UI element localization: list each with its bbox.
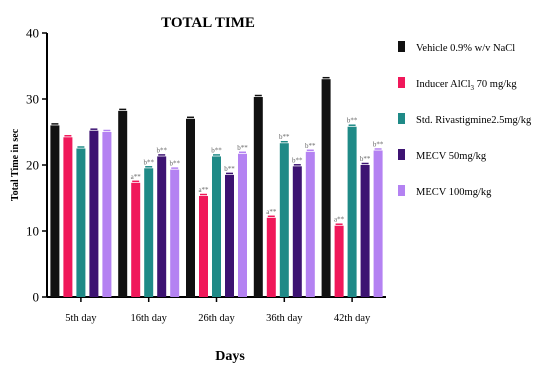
x-tick-label: 16th day <box>130 313 167 324</box>
bar <box>253 97 263 298</box>
y-tick-label: 10 <box>26 224 39 239</box>
significance-label: b** <box>292 156 303 164</box>
x-tick-label: 42th day <box>334 313 371 324</box>
significance-label: b** <box>305 142 316 150</box>
legend-swatch <box>398 41 405 52</box>
significance-label: b** <box>237 144 248 152</box>
legend-swatch <box>398 113 405 124</box>
bar <box>50 125 60 298</box>
bar <box>360 165 370 297</box>
significance-label: b** <box>211 146 222 154</box>
bar <box>118 110 128 297</box>
significance-label: b** <box>347 117 358 125</box>
legend-entry: MECV 50mg/kg <box>416 151 487 162</box>
bar <box>76 148 86 297</box>
bars-group: a**b**b**b**a**b**b**b**a**b**b**b**a**b… <box>50 76 384 298</box>
bar <box>170 169 180 297</box>
bar <box>157 156 167 297</box>
significance-label: b** <box>169 160 180 168</box>
significance-label: a** <box>266 208 277 216</box>
legend: Vehicle 0.9% w/v NaCl Inducer AlCl3 70 mg… <box>398 41 532 198</box>
significance-label: b** <box>360 155 371 163</box>
bar <box>102 132 112 297</box>
bar <box>334 225 344 297</box>
x-axis-label: Days <box>215 349 245 364</box>
legend-entry: Std. Rivastigmine2.5mg/kg <box>416 115 532 126</box>
significance-label: b** <box>373 140 384 148</box>
bar <box>266 217 276 297</box>
x-tick-label: 5th day <box>65 313 97 324</box>
y-tick-label: 0 <box>33 290 40 305</box>
bar <box>131 182 141 297</box>
legend-entry: MECV 100mg/kg <box>416 187 492 198</box>
legend-entry: Vehicle 0.9% w/v NaCl <box>416 43 515 54</box>
y-axis-label: Total Time in sec <box>10 128 21 201</box>
bar <box>373 150 383 297</box>
legend-entry: Inducer AlCl3 70 mg/kg <box>416 79 517 92</box>
x-tick-label: 36th day <box>266 313 303 324</box>
significance-label: b** <box>279 133 290 141</box>
y-tick-label: 40 <box>26 26 39 41</box>
chart-title: TOTAL TIME <box>161 15 255 31</box>
legend-swatch <box>398 149 405 160</box>
bar <box>321 79 331 297</box>
bar <box>347 126 357 297</box>
significance-label: a** <box>334 216 345 224</box>
x-tick-label: 26th day <box>198 313 235 324</box>
significance-label: b** <box>224 165 235 173</box>
y-tick-label: 30 <box>26 92 39 107</box>
bar <box>238 153 247 297</box>
y-tick-label: 20 <box>26 158 39 173</box>
bar <box>63 137 73 297</box>
significance-label: b** <box>156 146 167 154</box>
legend-swatch <box>398 77 405 88</box>
bar <box>305 151 315 297</box>
bar <box>225 174 234 297</box>
bar <box>292 166 302 297</box>
bar <box>199 196 208 297</box>
significance-label: a** <box>198 186 209 194</box>
bar <box>279 143 289 297</box>
significance-label: b** <box>143 158 154 166</box>
bar <box>212 156 221 297</box>
bar <box>186 118 195 297</box>
significance-label: a** <box>131 173 142 181</box>
bar <box>89 130 99 297</box>
bar <box>144 168 154 297</box>
legend-swatch <box>398 185 405 196</box>
